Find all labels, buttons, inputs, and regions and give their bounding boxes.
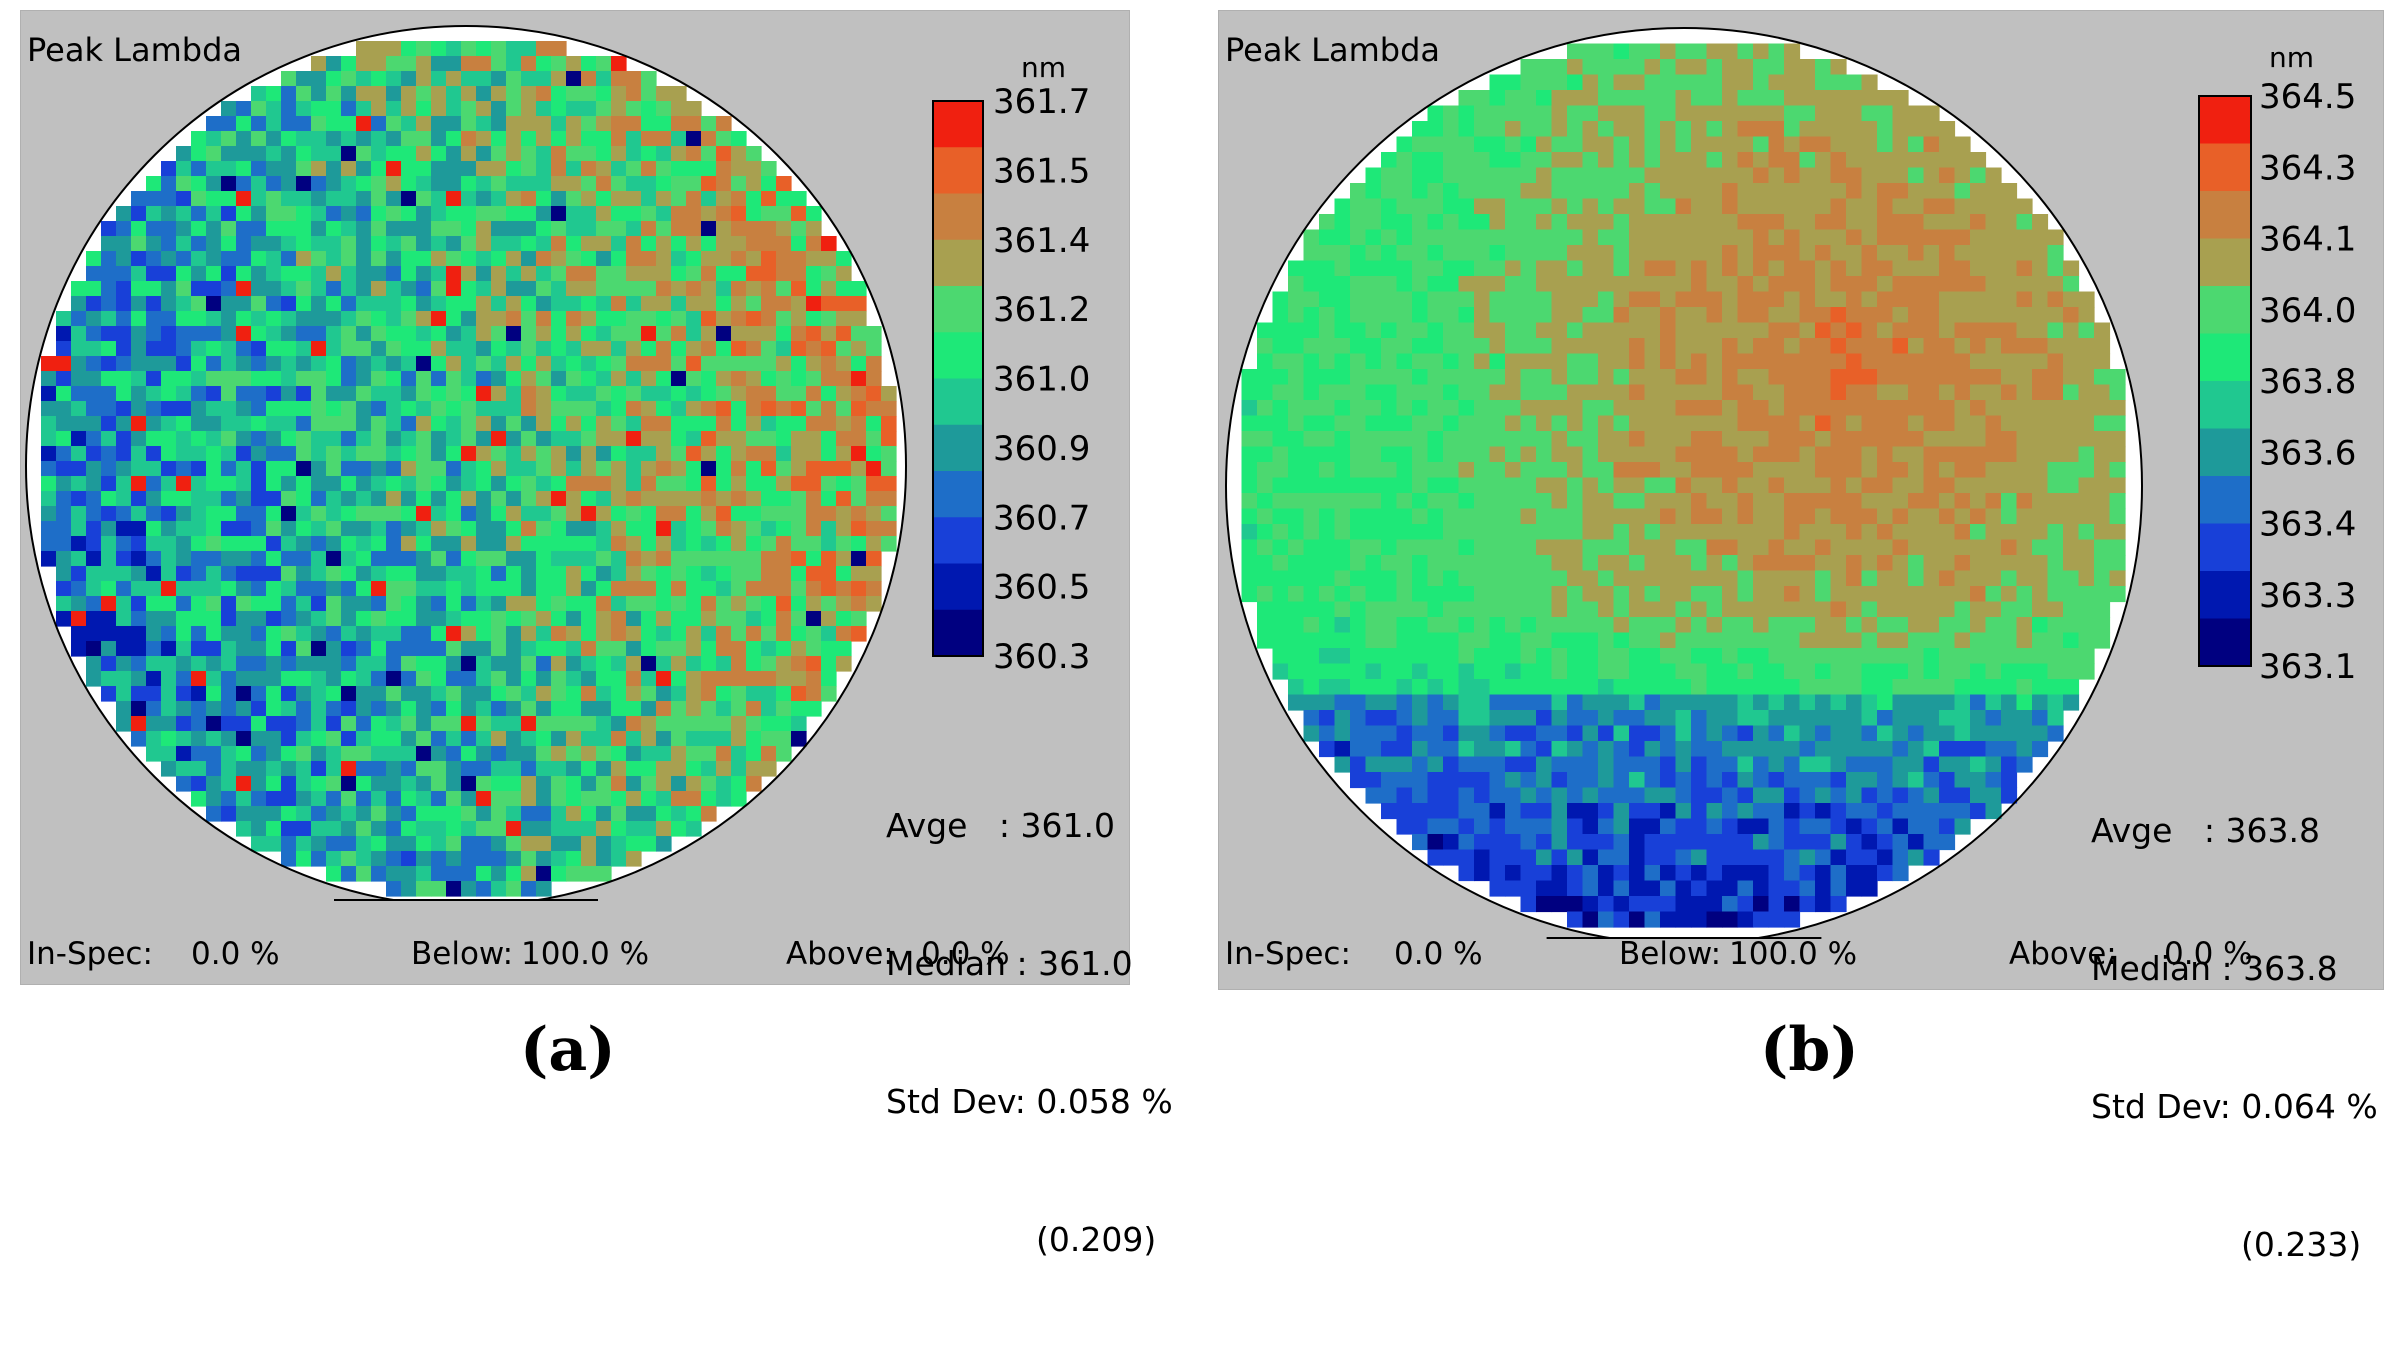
std-label: Std Dev:	[886, 1082, 1026, 1121]
std-abs-value: (0.209)	[886, 1217, 1173, 1263]
in-spec-label: In-Spec:	[27, 936, 153, 972]
below-label: Below:	[411, 936, 513, 972]
colorbar-segment	[933, 425, 983, 472]
colorbar-segment	[933, 517, 983, 564]
above-value: 0.0 %	[921, 936, 1010, 972]
colorbar-tick-label: 360.7	[993, 498, 1090, 538]
above-label: Above:	[786, 936, 894, 972]
std-value: 0.058 %	[1036, 1082, 1172, 1121]
colorbar-tick-label: 360.5	[993, 568, 1090, 608]
colorbar-segment	[933, 379, 983, 426]
avg-value: 361.0	[1021, 806, 1115, 845]
colorbar-segment	[933, 286, 983, 333]
avg-label: Avge :	[886, 806, 1010, 845]
colorbar-tick-label: 361.0	[993, 360, 1090, 400]
colorbar-tick-label: 361.2	[993, 290, 1090, 330]
colorbar-segment	[933, 471, 983, 518]
caption-a: (a)	[520, 1015, 616, 1085]
colorbar-segment	[933, 332, 983, 379]
median-value: 361.0	[1038, 944, 1132, 983]
colorbar-tick-label: 361.5	[993, 151, 1090, 191]
colorbar-segment	[933, 194, 983, 241]
colorbar-tick-label: 361.4	[993, 221, 1090, 261]
colorbar-segment	[933, 101, 983, 148]
stats-block: Avge : 361.0 Median : 361.0 Std Dev: 0.0…	[886, 711, 1173, 1355]
colorbar-segment	[933, 147, 983, 194]
in-spec-value: 0.0 %	[191, 936, 280, 972]
colorbar-segment	[933, 610, 983, 657]
colorbar-segment	[933, 564, 983, 611]
colorbar-tick-label: 361.7	[993, 82, 1090, 122]
colorbar-segment	[933, 240, 983, 287]
below-value: 100.0 %	[521, 936, 649, 972]
colorbar-unit: nm	[1021, 51, 1066, 84]
colorbar-tick-label: 360.3	[993, 637, 1090, 677]
colorbar-tick-label: 360.9	[993, 429, 1090, 469]
